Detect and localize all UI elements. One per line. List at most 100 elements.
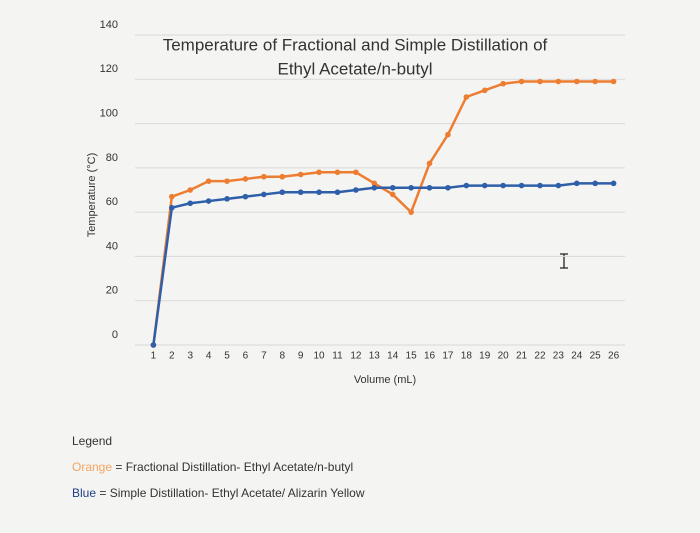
point bbox=[481, 182, 488, 189]
x-tick-label: 13 bbox=[369, 351, 381, 362]
point bbox=[371, 180, 378, 187]
point bbox=[187, 200, 194, 207]
point bbox=[261, 191, 267, 198]
point bbox=[518, 182, 525, 189]
point bbox=[316, 169, 322, 176]
x-tick-label: 4 bbox=[206, 351, 212, 362]
x-tick-label: 23 bbox=[553, 351, 565, 362]
point bbox=[592, 180, 598, 187]
point bbox=[445, 131, 451, 138]
point bbox=[205, 198, 212, 204]
legend-key: Orange bbox=[72, 460, 112, 474]
legend-key: Blue bbox=[72, 486, 96, 500]
x-tick-label: 11 bbox=[332, 351, 343, 362]
x-tick-label: 20 bbox=[498, 351, 510, 362]
point bbox=[555, 78, 562, 85]
point bbox=[150, 342, 157, 348]
x-tick-label: 16 bbox=[424, 351, 436, 362]
point bbox=[426, 184, 433, 191]
point bbox=[389, 184, 396, 191]
y-tick-label: 60 bbox=[106, 196, 118, 208]
y-tick-label: 100 bbox=[100, 107, 118, 119]
y-tick-label: 0 bbox=[112, 329, 118, 341]
point bbox=[224, 178, 230, 184]
point bbox=[169, 193, 175, 200]
legend-text: = Simple Distillation- Ethyl Acetate/ Al… bbox=[99, 486, 364, 500]
legend-line: Orange = Fractional Distillation- Ethyl … bbox=[72, 460, 353, 474]
chart-title: Temperature of Fractional and Simple Dis… bbox=[163, 35, 548, 54]
point bbox=[537, 78, 543, 85]
point bbox=[573, 78, 580, 85]
x-tick-label: 21 bbox=[516, 351, 528, 362]
point bbox=[297, 189, 304, 196]
x-tick-label: 24 bbox=[571, 351, 583, 362]
point bbox=[610, 78, 617, 85]
point bbox=[426, 160, 433, 167]
point bbox=[610, 180, 617, 187]
x-tick-label: 18 bbox=[461, 351, 473, 362]
point bbox=[261, 173, 267, 180]
x-axis-label: Volume (mL) bbox=[354, 374, 416, 386]
x-tick-label: 19 bbox=[479, 351, 491, 362]
y-tick-label: 40 bbox=[106, 240, 118, 252]
point bbox=[463, 182, 470, 189]
x-tick-label: 6 bbox=[243, 351, 249, 362]
y-tick-label: 20 bbox=[106, 285, 118, 297]
x-tick-label: 3 bbox=[187, 351, 193, 362]
x-tick-label: 9 bbox=[298, 351, 304, 362]
x-tick-label: 17 bbox=[442, 351, 454, 362]
x-tick-label: 8 bbox=[279, 351, 285, 362]
point bbox=[353, 169, 359, 176]
series-line bbox=[152, 182, 614, 346]
point bbox=[205, 178, 212, 184]
point bbox=[408, 209, 414, 215]
point bbox=[279, 173, 286, 180]
legend-heading: Legend bbox=[72, 434, 112, 448]
point bbox=[371, 184, 378, 191]
point bbox=[389, 191, 396, 198]
x-tick-label: 1 bbox=[151, 351, 157, 362]
point bbox=[169, 204, 175, 211]
point bbox=[334, 189, 341, 196]
point bbox=[481, 87, 488, 94]
x-tick-label: 5 bbox=[224, 351, 230, 362]
y-axis-label: Temperature (°C) bbox=[86, 153, 98, 237]
point bbox=[537, 182, 543, 189]
point bbox=[500, 182, 506, 189]
x-tick-label: 10 bbox=[314, 351, 326, 362]
x-tick-label: 15 bbox=[406, 351, 418, 362]
x-tick-label: 22 bbox=[534, 351, 546, 362]
point bbox=[408, 184, 414, 191]
legend-note: Legend Orange = Fractional Distillation-… bbox=[72, 434, 365, 500]
x-tick-label: 12 bbox=[350, 351, 362, 362]
x-tick-label: 26 bbox=[608, 351, 620, 362]
point bbox=[500, 80, 506, 87]
point bbox=[445, 184, 451, 191]
point bbox=[463, 94, 470, 100]
point bbox=[224, 196, 230, 202]
legend-text: = Fractional Distillation- Ethyl Acetate… bbox=[115, 460, 353, 474]
point bbox=[353, 187, 359, 193]
point bbox=[242, 193, 249, 200]
point bbox=[279, 189, 286, 196]
point bbox=[316, 189, 322, 196]
point bbox=[297, 171, 304, 178]
y-tick-label: 120 bbox=[100, 63, 118, 75]
y-tick-label: 80 bbox=[106, 152, 118, 164]
point bbox=[518, 78, 525, 85]
point bbox=[242, 176, 249, 182]
x-tick-label: 25 bbox=[590, 351, 602, 362]
x-tick-label: 7 bbox=[261, 351, 267, 362]
x-tick-label: 14 bbox=[387, 351, 399, 362]
point bbox=[334, 169, 341, 176]
y-tick-label: 140 bbox=[100, 19, 118, 31]
point bbox=[592, 78, 598, 85]
chart-title: Ethyl Acetate/n-butyl bbox=[278, 59, 433, 78]
legend-line: Blue = Simple Distillation- Ethyl Acetat… bbox=[72, 486, 365, 500]
x-tick-label: 2 bbox=[169, 351, 175, 362]
point bbox=[187, 187, 194, 193]
point bbox=[573, 180, 580, 187]
